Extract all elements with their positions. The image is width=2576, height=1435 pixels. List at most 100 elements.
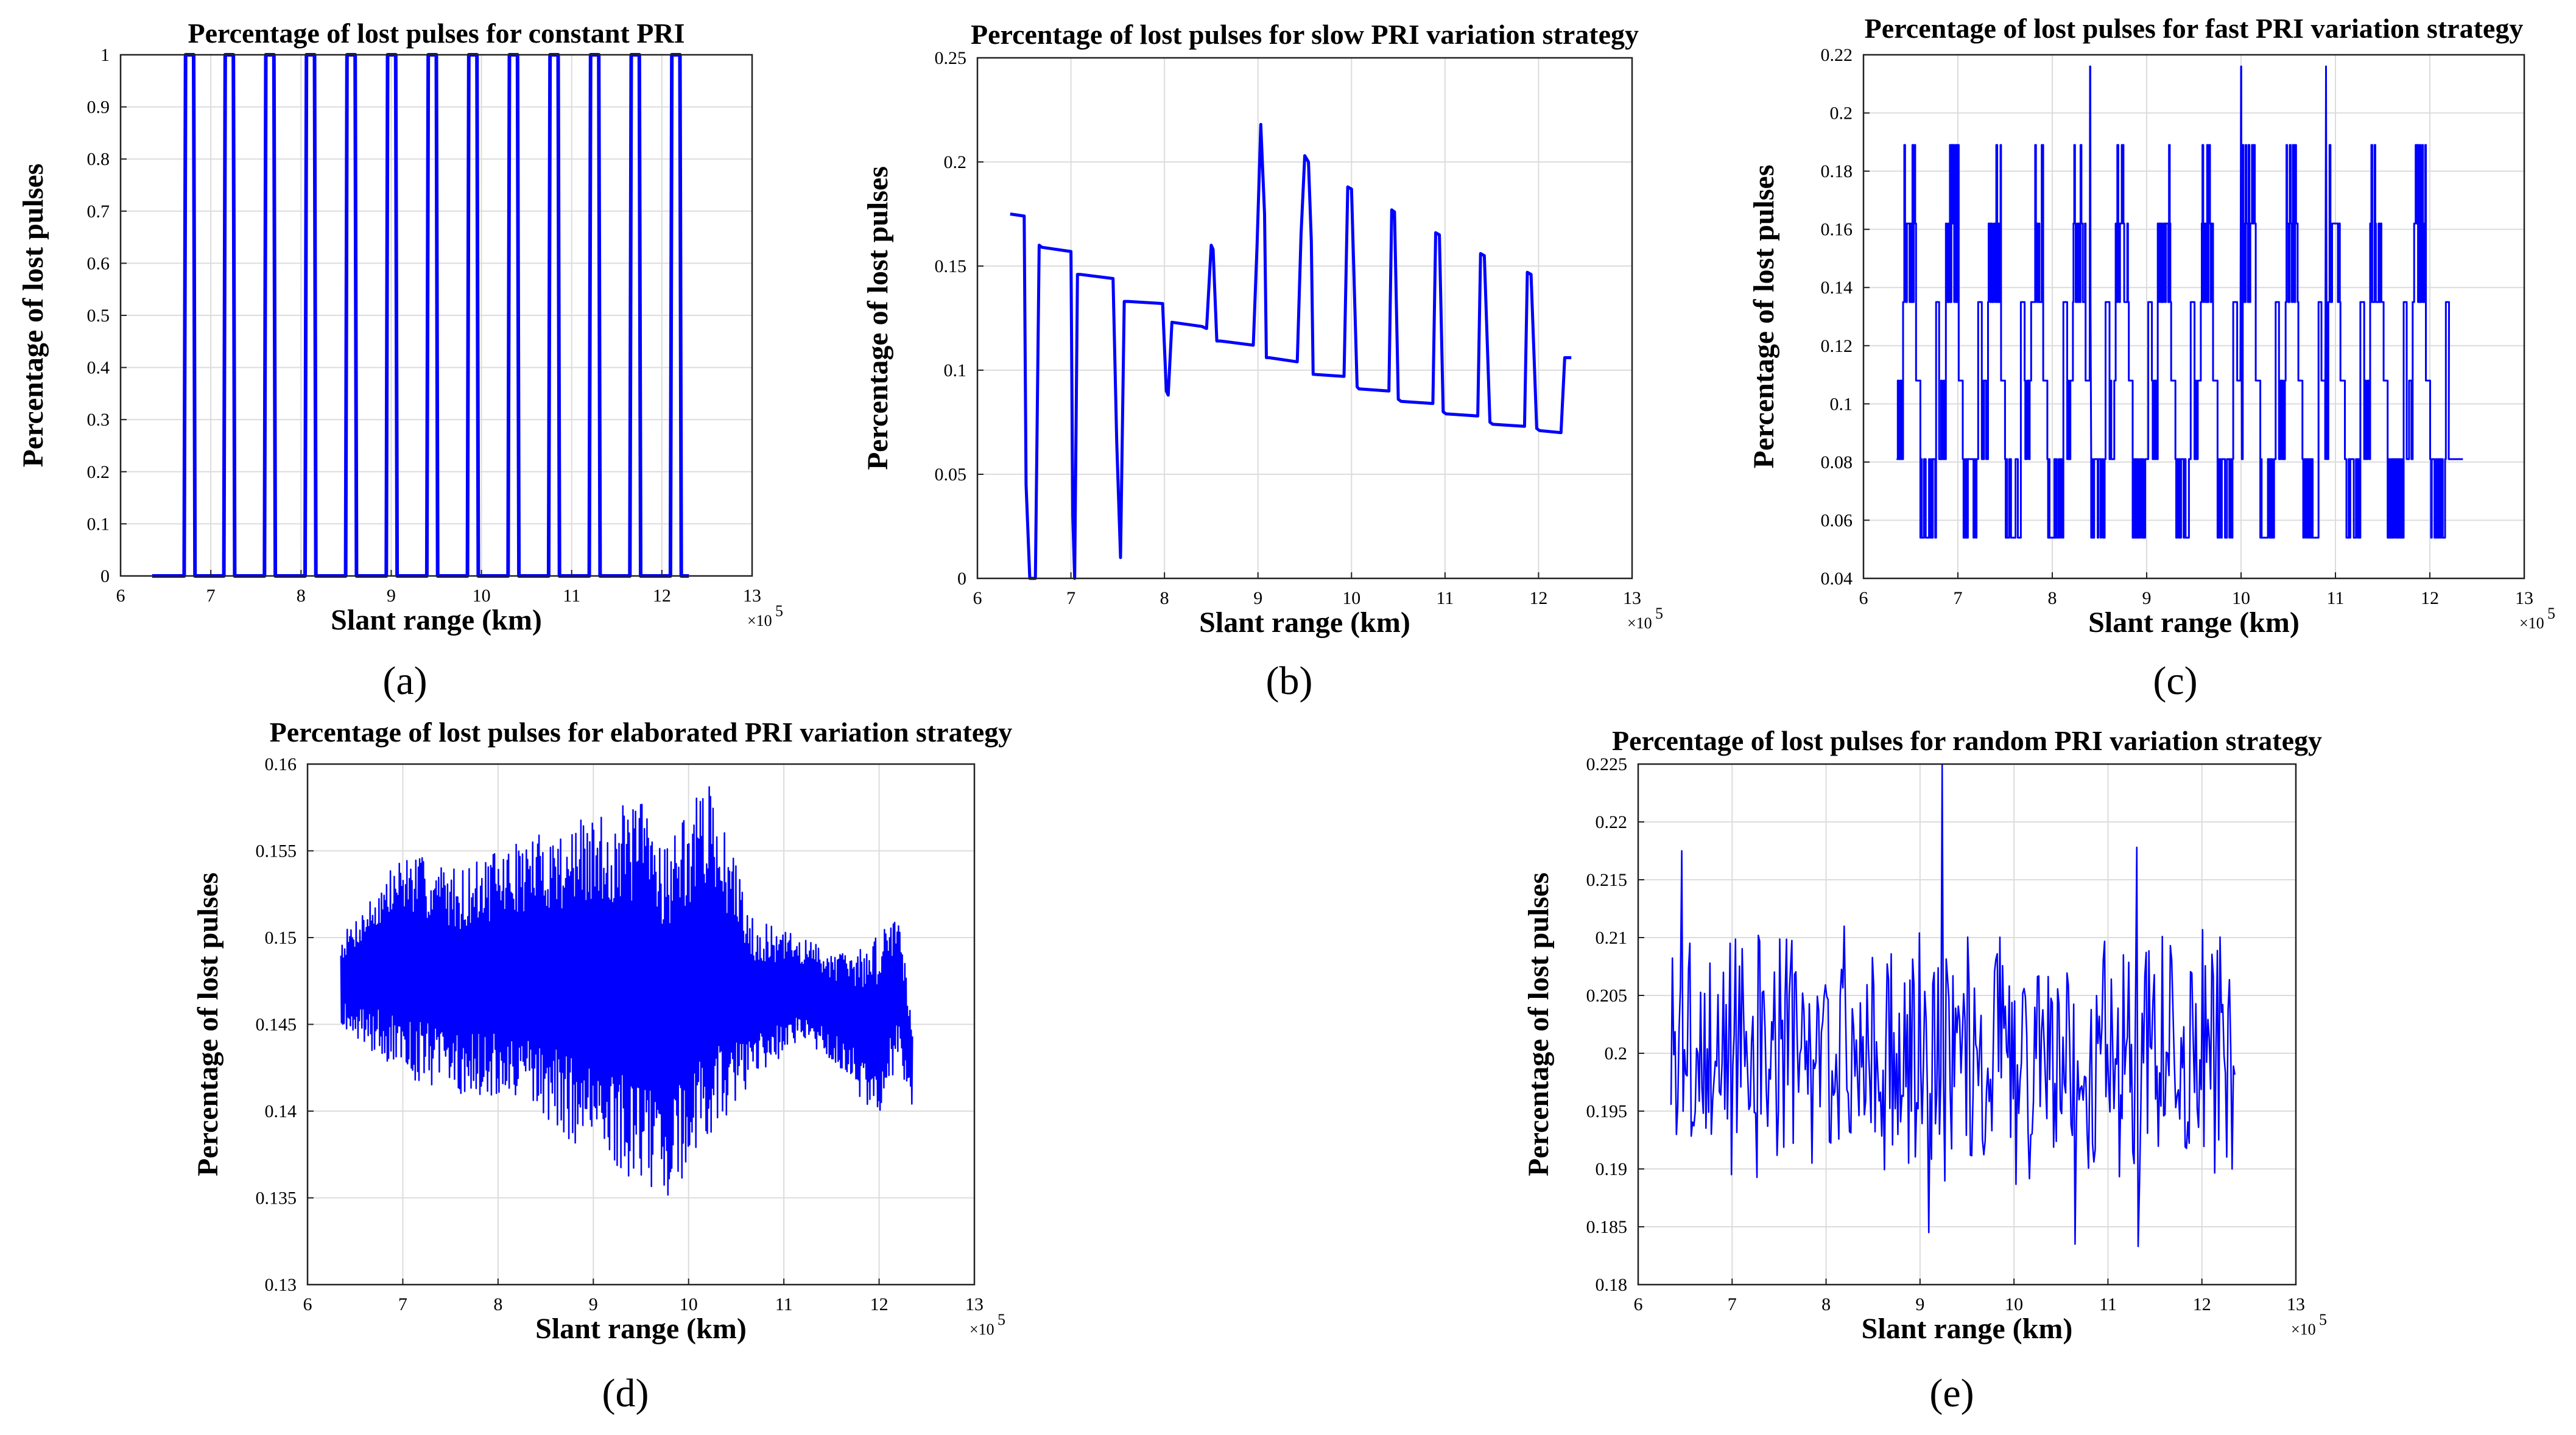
y-axis-label: Percentage of lost pulses bbox=[17, 163, 49, 467]
x-exponent-power: 5 bbox=[775, 602, 783, 620]
y-tick-label: 0 bbox=[100, 566, 110, 586]
chart-title: Percentage of lost pulses for elaborated… bbox=[270, 717, 1013, 748]
y-tick-label: 0 bbox=[957, 569, 966, 589]
x-tick-label: 6 bbox=[303, 1294, 312, 1314]
x-tick-label: 7 bbox=[1728, 1294, 1737, 1314]
x-tick-label: 12 bbox=[870, 1294, 889, 1314]
plot-frame-e bbox=[1637, 763, 2297, 1286]
x-tick-label: 11 bbox=[2099, 1294, 2117, 1314]
y-tick-label: 0.16 bbox=[1821, 220, 1853, 240]
y-tick-label: 0.135 bbox=[256, 1188, 297, 1209]
plot-frame-c bbox=[1862, 54, 2525, 580]
x-tick-label: 8 bbox=[493, 1294, 502, 1314]
y-tick-label: 0.15 bbox=[935, 256, 967, 276]
y-tick-label: 0.21 bbox=[1596, 928, 1628, 948]
y-tick-label: 0.8 bbox=[87, 149, 110, 169]
data-series-line-e bbox=[1670, 763, 2236, 1247]
y-tick-label: 0.18 bbox=[1596, 1275, 1628, 1295]
x-tick-label: 12 bbox=[1529, 588, 1547, 608]
y-tick-label: 0.6 bbox=[87, 253, 110, 273]
x-tick-label: 12 bbox=[2193, 1294, 2211, 1314]
y-tick-label: 0.2 bbox=[1605, 1044, 1628, 1064]
x-tick-label: 10 bbox=[1342, 588, 1360, 608]
y-tick-label: 0.22 bbox=[1821, 45, 1853, 65]
x-exponent-label: ×10 bbox=[747, 612, 772, 630]
x-tick-label: 12 bbox=[2421, 588, 2439, 608]
plot-area-b bbox=[977, 58, 1632, 578]
chart-title: Percentage of lost pulses for random PRI… bbox=[1612, 725, 2322, 756]
x-tick-label: 9 bbox=[387, 586, 396, 606]
x-exponent-label: ×10 bbox=[2291, 1321, 2316, 1338]
y-tick-label: 0.05 bbox=[935, 465, 967, 485]
y-tick-label: 0.06 bbox=[1821, 510, 1853, 530]
x-tick-label: 11 bbox=[2327, 588, 2345, 608]
y-tick-label: 1 bbox=[100, 45, 110, 65]
x-tick-label: 10 bbox=[2232, 588, 2250, 608]
y-tick-label: 0.08 bbox=[1821, 452, 1853, 472]
y-tick-label: 0.22 bbox=[1596, 812, 1628, 832]
x-axis-label: Slant range (km) bbox=[331, 604, 542, 636]
x-tick-label: 12 bbox=[653, 586, 671, 606]
data-series-line-b bbox=[1010, 122, 1572, 580]
y-tick-label: 0.12 bbox=[1821, 336, 1853, 356]
caption-e: (e) bbox=[1929, 1371, 1974, 1416]
caption-c: (c) bbox=[2153, 659, 2197, 703]
y-tick-label: 0.195 bbox=[1586, 1101, 1628, 1121]
x-tick-label: 10 bbox=[680, 1294, 698, 1314]
x-tick-label: 11 bbox=[1436, 588, 1454, 608]
x-tick-label: 13 bbox=[1623, 588, 1641, 608]
y-tick-label: 0.4 bbox=[87, 358, 110, 378]
x-tick-label: 13 bbox=[743, 586, 761, 606]
x-exponent-power: 5 bbox=[1655, 605, 1663, 622]
x-exponent-power: 5 bbox=[2547, 605, 2555, 622]
y-tick-label: 0.9 bbox=[87, 97, 110, 118]
x-tick-label: 11 bbox=[775, 1294, 793, 1314]
y-tick-label: 0.2 bbox=[944, 152, 967, 172]
y-tick-label: 0.3 bbox=[87, 410, 110, 430]
x-tick-label: 10 bbox=[473, 586, 491, 606]
y-tick-label: 0.155 bbox=[256, 841, 297, 861]
x-exponent-power: 5 bbox=[998, 1311, 1005, 1328]
y-tick-label: 0.15 bbox=[265, 928, 297, 948]
x-tick-label: 7 bbox=[1066, 588, 1075, 608]
chart-panel-c: 6 7 8 9 10 11 12 13 0.04 0.06 0.08 0.1 0.12 0.14 0.16 0… bbox=[1748, 13, 2555, 639]
chart-panel-a: 6 7 8 9 10 11 12 13 0 0.1 0.2 0.3 0.4 0.5 0.6 0.7 0.8 0.9… bbox=[17, 18, 783, 636]
y-axis-label: Percentage of lost pulses bbox=[862, 166, 894, 470]
caption-b: (b) bbox=[1266, 659, 1313, 703]
y-tick-label: 0.7 bbox=[87, 202, 110, 222]
y-tick-label: 0.145 bbox=[256, 1015, 297, 1035]
x-tick-label: 9 bbox=[1915, 1294, 1924, 1314]
x-tick-label: 6 bbox=[116, 586, 125, 606]
chart-panel-e: 6 7 8 9 10 11 12 13 0.18 0.185 0.19 0.195 0.2 0.205 0.… bbox=[1522, 725, 2327, 1345]
caption-d: (d) bbox=[602, 1371, 649, 1416]
chart-panel-d: 6 7 8 9 10 11 12 13 0.13 0.135 0.14 0.145 0.15 0.155 0… bbox=[192, 717, 1012, 1345]
data-series-line-d bbox=[340, 786, 913, 1196]
x-axis-label: Slant range (km) bbox=[1862, 1313, 2073, 1345]
y-tick-label: 0.2 bbox=[87, 462, 110, 482]
x-tick-label: 9 bbox=[589, 1294, 598, 1314]
y-tick-label: 0.215 bbox=[1586, 870, 1628, 890]
y-tick-label: 0.225 bbox=[1586, 754, 1628, 774]
y-tick-label: 0.1 bbox=[87, 514, 110, 534]
x-tick-label: 8 bbox=[2048, 588, 2057, 608]
x-tick-label: 7 bbox=[206, 586, 216, 606]
x-exponent-power: 5 bbox=[2319, 1311, 2327, 1328]
x-tick-label: 9 bbox=[1253, 588, 1262, 608]
x-tick-label: 7 bbox=[398, 1294, 407, 1314]
chart-title: Percentage of lost pulses for constant P… bbox=[188, 18, 685, 49]
x-tick-label: 7 bbox=[1954, 588, 1963, 608]
x-axis-label: Slant range (km) bbox=[535, 1313, 747, 1345]
chart-panel-b: 6 7 8 9 10 11 12 13 0 0.05 0.1 0.15 0.2 0.25 ×105 Slant… bbox=[862, 19, 1663, 639]
y-tick-label: 0.2 bbox=[1830, 104, 1853, 124]
x-tick-label: 6 bbox=[1859, 588, 1868, 608]
x-tick-label: 8 bbox=[297, 586, 306, 606]
data-series-line-c bbox=[1896, 65, 2463, 539]
y-tick-label: 0.5 bbox=[87, 306, 110, 326]
x-tick-label: 11 bbox=[563, 586, 580, 606]
x-tick-label: 13 bbox=[2287, 1294, 2305, 1314]
x-tick-label: 13 bbox=[965, 1294, 984, 1314]
y-tick-label: 0.205 bbox=[1586, 986, 1628, 1006]
y-tick-label: 0.14 bbox=[265, 1101, 297, 1121]
x-axis-label: Slant range (km) bbox=[2088, 606, 2300, 639]
